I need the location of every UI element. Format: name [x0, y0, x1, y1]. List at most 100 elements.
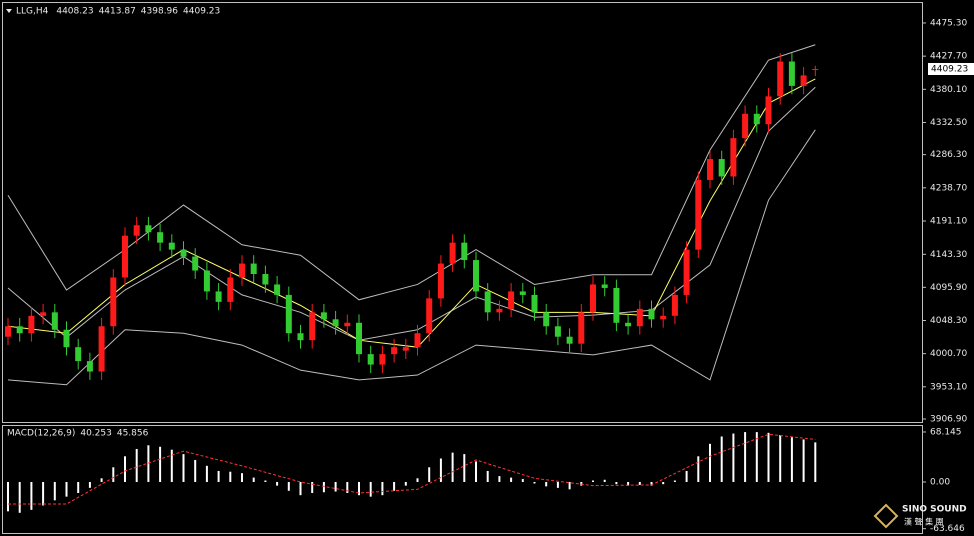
- candle-body: [98, 326, 105, 372]
- overlay-line: [7, 44, 816, 301]
- candle-body: [473, 260, 479, 292]
- candle-body: [566, 336, 573, 344]
- header-text: 4408.23: [56, 7, 93, 17]
- macd-bar: [732, 433, 735, 482]
- candle-body: [777, 61, 784, 97]
- candle-body: [554, 326, 561, 337]
- candle-body: [379, 354, 386, 365]
- y-tick-label: 4095.90: [930, 283, 967, 293]
- macd-bar: [159, 446, 162, 482]
- macd-bar: [217, 470, 220, 482]
- macd-bar: [521, 479, 524, 482]
- candle-body: [356, 322, 362, 355]
- y-tick-label: 0.00: [930, 477, 950, 487]
- header-text: MACD(12,26,9): [7, 429, 75, 439]
- candle-body: [40, 312, 47, 316]
- candle-body: [28, 315, 35, 334]
- macd-bar: [709, 443, 711, 482]
- header-text: 4409.23: [183, 7, 220, 17]
- candle-body: [239, 263, 245, 278]
- y-tick-label: 4238.70: [930, 183, 967, 193]
- macd-bar: [112, 467, 115, 482]
- macd-bar: [416, 478, 419, 482]
- macd-bar: [568, 481, 571, 490]
- macd-bar: [638, 481, 641, 485]
- macd-bar: [673, 480, 676, 482]
- candle-body: [203, 270, 210, 292]
- macd-bar: [767, 432, 770, 482]
- macd-bar: [662, 481, 665, 485]
- macd-bar: [205, 465, 208, 482]
- macd-bar: [322, 481, 325, 493]
- signal-line: [8, 433, 816, 505]
- candle-body: [227, 277, 234, 302]
- candle-body: [145, 225, 152, 233]
- header-text: 40.253: [80, 429, 112, 439]
- price-tag: [928, 63, 974, 76]
- macd-bar: [802, 439, 805, 482]
- macd-bar: [428, 467, 431, 482]
- chart-title: LLG,H4: [16, 7, 49, 17]
- macd-bar: [311, 481, 314, 493]
- macd-bar: [147, 445, 150, 482]
- macd-bar: [18, 481, 21, 513]
- candle-body: [367, 354, 374, 365]
- macd-bar: [404, 481, 407, 486]
- macd-bar: [627, 481, 630, 486]
- candle-body: [51, 312, 58, 330]
- candle-body: [718, 159, 725, 177]
- candle-body: [636, 308, 643, 327]
- candle-body: [285, 294, 292, 334]
- candle-body: [812, 69, 819, 71]
- candle-body: [402, 347, 409, 351]
- macd-bar: [241, 473, 243, 482]
- y-tick-label: 4048.30: [930, 316, 967, 326]
- candle-body: [788, 61, 795, 86]
- header-text: 4398.96: [141, 7, 178, 17]
- candle-body: [320, 312, 327, 320]
- macd-bar: [100, 478, 103, 482]
- candle-body: [648, 308, 655, 320]
- macd-bar: [615, 481, 618, 485]
- candle-body: [683, 249, 690, 295]
- macd-bar: [439, 458, 442, 482]
- macd-bar: [182, 454, 185, 482]
- candle-body: [484, 291, 491, 313]
- candle-body: [86, 361, 93, 372]
- candle-body: [519, 291, 526, 295]
- price-tag-label: 4409.23: [931, 65, 968, 75]
- candle-body: [449, 242, 456, 264]
- candle-body: [332, 319, 339, 327]
- candle-body: [765, 96, 772, 125]
- candle-body: [63, 329, 70, 348]
- macd-bar: [369, 481, 372, 497]
- macd-bar: [334, 481, 337, 492]
- brand: SINO SOUND: [902, 505, 967, 515]
- candle-body: [531, 294, 538, 313]
- macd-bar: [755, 432, 758, 482]
- macd-bar: [65, 481, 68, 497]
- candle-body: [5, 326, 11, 337]
- macd-bar: [790, 436, 793, 482]
- candle-body: [461, 242, 468, 261]
- macd-bar: [358, 481, 360, 496]
- macd-bar: [194, 459, 197, 482]
- y-tick-label: 3906.90: [930, 415, 967, 425]
- candle-body: [215, 291, 222, 302]
- candle-body: [122, 235, 128, 278]
- macd-bar: [720, 436, 723, 482]
- macd-bar: [556, 481, 559, 488]
- macd-bar: [814, 442, 817, 482]
- candle-body: [262, 274, 269, 285]
- candle-body: [590, 284, 596, 313]
- macd-bar: [592, 480, 594, 482]
- macd-bar: [393, 481, 396, 491]
- candle-body: [192, 256, 199, 271]
- macd-bar: [346, 481, 349, 493]
- macd-bar: [229, 471, 232, 482]
- macd-bar: [264, 480, 267, 482]
- menu-arrow: [6, 9, 12, 13]
- candle-body: [625, 322, 632, 327]
